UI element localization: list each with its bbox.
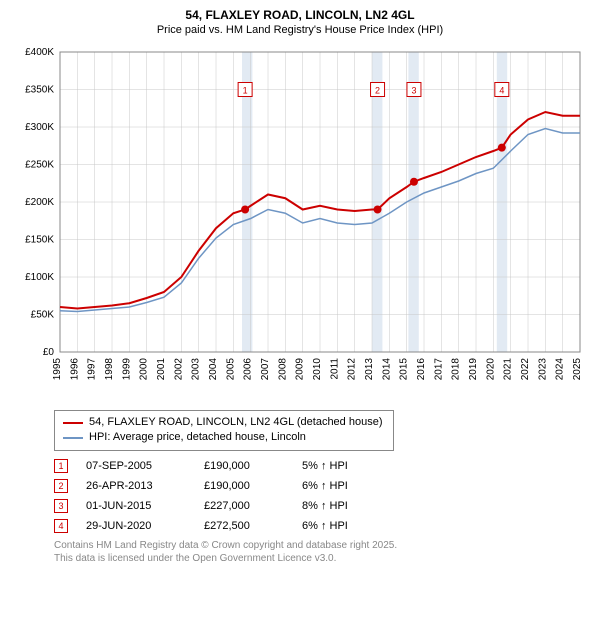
chart-container: 54, FLAXLEY ROAD, LINCOLN, LN2 4GL Price… bbox=[0, 0, 600, 573]
price-marker: 2 bbox=[54, 479, 68, 493]
svg-text:2020: 2020 bbox=[485, 358, 496, 381]
svg-text:2009: 2009 bbox=[295, 358, 306, 381]
svg-text:2012: 2012 bbox=[347, 358, 358, 381]
svg-text:2015: 2015 bbox=[399, 358, 410, 381]
price-marker: 3 bbox=[54, 499, 68, 513]
price-table: 1 07-SEP-2005 £190,000 5% ↑ HPI 2 26-APR-2013… bbox=[54, 459, 590, 533]
svg-text:2007: 2007 bbox=[260, 358, 271, 381]
svg-text:2023: 2023 bbox=[537, 358, 548, 381]
svg-text:2018: 2018 bbox=[451, 358, 462, 381]
legend-swatch bbox=[63, 422, 83, 424]
svg-text:1999: 1999 bbox=[121, 358, 132, 381]
price-amount: £190,000 bbox=[204, 460, 284, 472]
svg-text:2010: 2010 bbox=[312, 358, 323, 381]
svg-text:1998: 1998 bbox=[104, 358, 115, 381]
svg-text:1995: 1995 bbox=[52, 358, 63, 381]
svg-text:2003: 2003 bbox=[191, 358, 202, 381]
price-marker: 1 bbox=[54, 459, 68, 473]
svg-text:2005: 2005 bbox=[225, 358, 236, 381]
legend-item: HPI: Average price, detached house, Linc… bbox=[63, 430, 385, 445]
svg-text:1996: 1996 bbox=[69, 358, 80, 381]
svg-text:2013: 2013 bbox=[364, 358, 375, 381]
svg-text:3: 3 bbox=[411, 86, 416, 96]
price-pct: 6% ↑ HPI bbox=[302, 520, 402, 532]
svg-text:2001: 2001 bbox=[156, 358, 167, 381]
price-row: 2 26-APR-2013 £190,000 6% ↑ HPI bbox=[54, 479, 590, 493]
svg-text:2008: 2008 bbox=[277, 358, 288, 381]
price-date: 07-SEP-2005 bbox=[86, 460, 186, 472]
chart-title: 54, FLAXLEY ROAD, LINCOLN, LN2 4GL bbox=[10, 8, 590, 22]
chart-plot: £0 £50K £100K £150K £200K £250K £300K £350K £400… bbox=[10, 42, 590, 402]
svg-text:2025: 2025 bbox=[572, 358, 583, 381]
svg-text:2014: 2014 bbox=[381, 358, 392, 381]
svg-text:£200K: £200K bbox=[25, 197, 54, 208]
legend-label: HPI: Average price, detached house, Linc… bbox=[89, 430, 306, 445]
svg-text:2: 2 bbox=[375, 86, 380, 96]
price-amount: £190,000 bbox=[204, 480, 284, 492]
svg-text:2019: 2019 bbox=[468, 358, 479, 381]
price-pct: 5% ↑ HPI bbox=[302, 460, 402, 472]
price-row: 3 01-JUN-2015 £227,000 8% ↑ HPI bbox=[54, 499, 590, 513]
price-amount: £227,000 bbox=[204, 500, 284, 512]
svg-text:£400K: £400K bbox=[25, 47, 54, 58]
price-date: 26-APR-2013 bbox=[86, 480, 186, 492]
price-marker: 4 bbox=[54, 519, 68, 533]
svg-text:£0: £0 bbox=[43, 347, 55, 358]
svg-text:1997: 1997 bbox=[87, 358, 98, 381]
price-amount: £272,500 bbox=[204, 520, 284, 532]
svg-text:2022: 2022 bbox=[520, 358, 531, 381]
legend-label: 54, FLAXLEY ROAD, LINCOLN, LN2 4GL (deta… bbox=[89, 415, 382, 430]
price-row: 4 29-JUN-2020 £272,500 6% ↑ HPI bbox=[54, 519, 590, 533]
svg-text:2017: 2017 bbox=[433, 358, 444, 381]
legend-swatch bbox=[63, 437, 83, 439]
svg-text:1: 1 bbox=[243, 86, 248, 96]
price-pct: 8% ↑ HPI bbox=[302, 500, 402, 512]
chart-subtitle: Price paid vs. HM Land Registry's House … bbox=[10, 24, 590, 36]
svg-text:£50K: £50K bbox=[31, 310, 55, 321]
price-date: 01-JUN-2015 bbox=[86, 500, 186, 512]
legend-item: 54, FLAXLEY ROAD, LINCOLN, LN2 4GL (deta… bbox=[63, 415, 385, 430]
footer-line-2: This data is licensed under the Open Gov… bbox=[54, 552, 590, 565]
price-pct: 6% ↑ HPI bbox=[302, 480, 402, 492]
svg-text:£350K: £350K bbox=[25, 85, 54, 96]
svg-text:£150K: £150K bbox=[25, 235, 54, 246]
svg-text:4: 4 bbox=[499, 86, 504, 96]
svg-text:£300K: £300K bbox=[25, 122, 54, 133]
price-row: 1 07-SEP-2005 £190,000 5% ↑ HPI bbox=[54, 459, 590, 473]
svg-text:2021: 2021 bbox=[503, 358, 514, 381]
svg-text:2000: 2000 bbox=[139, 358, 150, 381]
svg-text:2004: 2004 bbox=[208, 358, 219, 381]
svg-text:£250K: £250K bbox=[25, 160, 54, 171]
svg-text:£100K: £100K bbox=[25, 272, 54, 283]
svg-text:2011: 2011 bbox=[329, 358, 340, 380]
svg-text:2006: 2006 bbox=[243, 358, 254, 381]
svg-text:2024: 2024 bbox=[555, 358, 566, 381]
legend: 54, FLAXLEY ROAD, LINCOLN, LN2 4GL (deta… bbox=[54, 410, 394, 451]
price-date: 29-JUN-2020 bbox=[86, 520, 186, 532]
footer-attribution: Contains HM Land Registry data © Crown c… bbox=[54, 539, 590, 565]
footer-line-1: Contains HM Land Registry data © Crown c… bbox=[54, 539, 590, 552]
svg-text:2002: 2002 bbox=[173, 358, 184, 381]
svg-text:2016: 2016 bbox=[416, 358, 427, 381]
